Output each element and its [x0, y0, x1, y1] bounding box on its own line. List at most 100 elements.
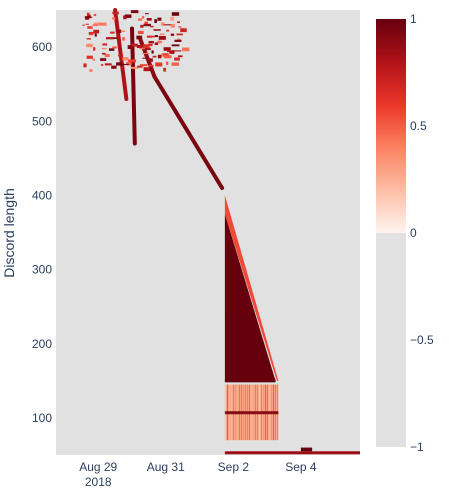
spike-center — [130, 26, 137, 146]
heat-cell — [82, 24, 85, 26]
heat-cell — [143, 23, 151, 27]
heat-cell — [163, 55, 172, 59]
heat-cell — [154, 19, 158, 24]
heat-cell — [93, 13, 97, 16]
heat-cell — [87, 26, 93, 29]
small-blob-sep4 — [300, 447, 313, 452]
colorbar-ticks: 1 0.5 0 −0.5 −1 — [410, 12, 434, 454]
heat-cell — [148, 58, 153, 62]
heat-cell — [105, 37, 114, 40]
heat-cell — [157, 40, 162, 44]
heat-cell — [122, 37, 125, 41]
heat-cell — [163, 47, 171, 51]
heat-cell — [113, 37, 118, 40]
diagonal-stripe-to-401 — [152, 74, 225, 190]
heat-cell — [112, 17, 116, 20]
heat-cell — [102, 48, 107, 50]
heat-cell — [161, 22, 165, 26]
heat-cell — [88, 34, 93, 36]
heat-cell — [166, 29, 170, 32]
heat-cell — [123, 15, 127, 20]
band-line-150 — [224, 379, 276, 383]
heat-cell — [171, 12, 180, 16]
heat-cell — [150, 25, 154, 28]
heat-cell — [111, 65, 117, 69]
heat-cell — [100, 63, 104, 67]
colorbar-positive-part — [376, 19, 406, 233]
heat-cell — [148, 43, 153, 47]
x-tick-label: Sep 2 — [218, 460, 250, 474]
heat-cell — [176, 33, 183, 36]
heat-cell — [126, 61, 132, 66]
heat-cell — [86, 38, 91, 40]
heat-cell — [169, 50, 172, 54]
heat-cell — [170, 16, 175, 21]
heat-cell — [180, 28, 187, 33]
heat-cell — [104, 63, 112, 66]
spike-left — [113, 8, 129, 101]
x-tick-sublabel: 2018 — [85, 475, 112, 489]
y-tick-label: 300 — [32, 263, 52, 277]
solid-high-triangle — [224, 213, 276, 381]
heat-cell — [163, 53, 169, 57]
heat-cell — [128, 59, 137, 63]
heat-cell — [108, 48, 115, 51]
heat-cell — [101, 52, 106, 55]
heat-cell — [137, 30, 144, 35]
heat-cell — [182, 47, 190, 52]
heat-cell — [85, 23, 89, 25]
heat-cell — [139, 64, 148, 67]
heat-cell — [174, 39, 182, 42]
heat-cell — [102, 43, 108, 46]
y-tick-label: 600 — [32, 40, 52, 54]
heat-cell — [124, 14, 132, 18]
heat-cell — [83, 63, 87, 68]
heat-cell — [86, 55, 93, 59]
heat-cell — [167, 50, 173, 52]
y-tick-label: 100 — [32, 411, 52, 425]
heat-cell — [120, 30, 126, 32]
heat-cell — [138, 18, 142, 21]
heat-cell — [174, 57, 180, 61]
y-axis-title: Discord length — [1, 188, 17, 278]
heat-cell — [159, 33, 165, 35]
x-tick-label: Sep 4 — [285, 460, 317, 474]
heat-cell — [157, 17, 162, 21]
heat-cell — [88, 31, 94, 35]
y-tick-label: 500 — [32, 114, 52, 128]
y-tick-label: 200 — [32, 337, 52, 351]
heat-cell — [130, 66, 139, 69]
heat-cell — [151, 50, 154, 54]
heat-cell — [142, 57, 146, 59]
heat-cell — [118, 54, 121, 57]
heat-cell — [137, 65, 143, 68]
bottom-line-53 — [224, 451, 360, 455]
colorbar-tick-label: 1 — [410, 12, 417, 26]
heat-cell — [155, 62, 163, 67]
heat-cell — [146, 18, 152, 21]
colorbar-tick-label: 0 — [410, 226, 417, 240]
heat-cell — [112, 11, 119, 15]
heat-cell — [93, 29, 100, 34]
heat-cell — [130, 10, 139, 14]
heat-cell — [122, 56, 129, 61]
heat-cell — [170, 33, 175, 36]
heat-cell — [136, 44, 144, 49]
heat-cell — [145, 47, 151, 51]
heat-cell — [85, 16, 89, 20]
heat-cell — [142, 44, 150, 48]
heat-cell — [154, 35, 159, 38]
heat-cell — [140, 24, 144, 28]
heat-cell — [163, 67, 167, 72]
heat-cell — [100, 58, 107, 61]
colorbar-tick-label: −1 — [410, 440, 424, 454]
heat-cell — [127, 45, 131, 49]
heat-cell — [177, 21, 180, 23]
heat-cell — [136, 35, 143, 40]
heat-cell — [89, 16, 92, 18]
heat-cell — [148, 40, 154, 44]
x-tick-label: Aug 29 — [79, 460, 117, 474]
top-scatter — [82, 10, 190, 73]
heatmap-cells — [82, 8, 360, 455]
